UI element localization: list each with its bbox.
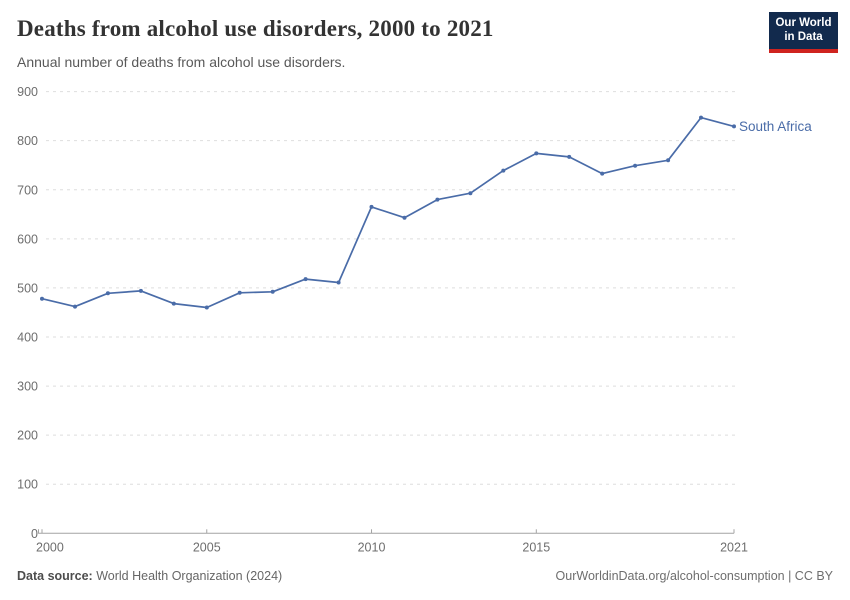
x-axis-tick-label: 2021 — [720, 540, 748, 554]
y-axis-tick-label: 800 — [17, 134, 38, 148]
y-axis-tick-label: 500 — [17, 281, 38, 295]
y-axis-tick-label: 400 — [17, 330, 38, 344]
data-point[interactable] — [699, 115, 703, 120]
data-point[interactable] — [666, 158, 671, 163]
y-axis-tick-label: 100 — [17, 478, 38, 492]
data-point[interactable] — [369, 204, 374, 209]
x-axis-tick-label: 2000 — [36, 540, 64, 554]
page-subtitle: Annual number of deaths from alcohol use… — [17, 54, 346, 70]
data-point[interactable] — [633, 163, 638, 168]
data-point[interactable] — [567, 154, 572, 159]
y-axis-tick-label: 900 — [17, 85, 38, 99]
data-point[interactable] — [237, 290, 242, 295]
data-source-value: World Health Organization (2024) — [92, 569, 283, 583]
data-point[interactable] — [138, 288, 143, 293]
data-point[interactable] — [270, 289, 275, 294]
owid-logo-line2: in Data — [784, 30, 823, 43]
owid-logo-line1: Our World — [775, 16, 832, 29]
data-source-label: Data source: — [17, 569, 93, 583]
data-point[interactable] — [336, 280, 341, 285]
data-point[interactable] — [402, 215, 407, 220]
data-point[interactable] — [501, 168, 506, 173]
data-point[interactable] — [468, 191, 473, 196]
x-axis-tick-label: 2005 — [193, 540, 221, 554]
data-point[interactable] — [204, 305, 209, 310]
data-point[interactable] — [171, 301, 176, 306]
data-point[interactable] — [600, 171, 605, 176]
chart-area[interactable]: 0 100 200 300 400 500 600 700 800 900 2000 2005 2010… — [0, 85, 850, 565]
y-axis-tick-label: 300 — [17, 380, 38, 394]
page-title: Deaths from alcohol use disorders, 2000 … — [17, 16, 494, 41]
data-point[interactable] — [105, 291, 110, 296]
x-axis-tick-label: 2010 — [358, 540, 386, 554]
series-line[interactable] — [41, 116, 735, 309]
owid-logo[interactable]: Our World in Data — [769, 12, 838, 53]
data-point[interactable] — [303, 277, 308, 282]
footer: Data source: World Health Organization (… — [17, 569, 833, 583]
data-point[interactable] — [534, 151, 539, 156]
y-axis-tick-label: 200 — [17, 429, 38, 443]
line-chart-svg[interactable]: 0 100 200 300 400 500 600 700 800 900 2000 2005 2010… — [0, 85, 850, 565]
data-point[interactable] — [73, 304, 77, 309]
data-point[interactable] — [732, 124, 736, 129]
data-point[interactable] — [435, 197, 440, 202]
series-label: South Africa — [739, 119, 812, 134]
y-axis-tick-label: 0 — [31, 527, 38, 541]
y-axis-tick-label: 600 — [17, 232, 38, 246]
data-source: Data source: World Health Organization (… — [17, 569, 282, 583]
data-point[interactable] — [40, 296, 44, 301]
y-axis-tick-label: 700 — [17, 183, 38, 197]
x-axis-tick-label: 2015 — [522, 540, 550, 554]
attribution-link[interactable]: OurWorldinData.org/alcohol-consumption |… — [555, 569, 833, 583]
